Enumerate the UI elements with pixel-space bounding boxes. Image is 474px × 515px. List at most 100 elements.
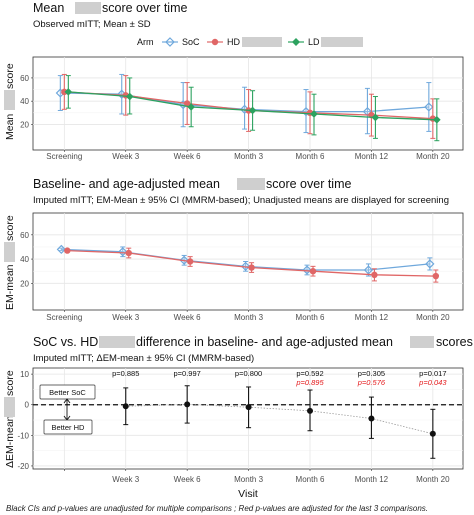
panel1-ylabel-part1: Mean (4, 114, 16, 140)
x-tick-label: Month 12 (355, 313, 389, 322)
panel3: -20 -10 0 10 Week 3 Week 6 Month 3 Month 6 Mont… (4, 367, 464, 500)
panel3-marks (33, 385, 463, 459)
p-value-label: p=0.800 (235, 369, 262, 378)
point-ld (310, 110, 318, 118)
x-tick-label: Month 3 (234, 475, 263, 484)
y-tick-label: 40 (20, 97, 29, 106)
y-tick-label: 40 (20, 255, 29, 264)
p-value-label: p=0.305 (358, 369, 385, 378)
legend-key-soc: SoC (162, 37, 200, 47)
x-tick-label: Screening (46, 313, 82, 322)
point-soc (425, 259, 435, 269)
y-tick-label: 20 (20, 120, 29, 129)
panel1-y-ticks: 20 40 60 (20, 74, 33, 129)
x-tick-label: Week 6 (174, 313, 202, 322)
p-value-label: p=0.997 (173, 369, 200, 378)
series-line-soc (60, 92, 429, 113)
y-tick-label: 0 (25, 401, 30, 410)
legend-hd-redaction (242, 37, 282, 47)
better-hd-box (43, 419, 93, 435)
panel2-marks (56, 244, 440, 283)
panel1-title-part2: score over time (102, 1, 187, 15)
panel3-x-ticks: Week 3 Week 6 Month 3 Month 6 Month 12 Month … (64, 469, 450, 484)
panel1-y-axis-label: Mean score (4, 63, 16, 140)
legend: Arm SoC HD LD (137, 37, 363, 47)
x-tick-label: Week 3 (112, 313, 140, 322)
p-value-adjusted-label: p=0.895 (295, 378, 324, 387)
point-ld (187, 103, 195, 111)
x-tick-label: Screening (46, 152, 82, 161)
panel1-ylabel-part2: score (4, 63, 16, 89)
y-tick-label: -20 (17, 462, 29, 471)
panel1-x-ticks: Screening Week 3 Week 6 Month 3 Month 6 Month… (46, 150, 450, 161)
better-hd-label: Better HD (52, 423, 86, 432)
p-value-adjusted-label: p=0.576 (357, 378, 386, 387)
point-soc (56, 244, 66, 255)
p-value-label: p=0.885 (112, 369, 139, 378)
x-tick-label: Month 3 (234, 313, 263, 322)
x-tick-label: Week 6 (174, 152, 202, 161)
diff-point (368, 415, 375, 422)
x-tick-label: Week 3 (112, 475, 140, 484)
x-tick-label: Month 20 (416, 152, 450, 161)
diff-trend-line (125, 403, 433, 435)
y-tick-label: 10 (20, 370, 29, 379)
point-hd (64, 247, 71, 254)
x-tick-label: Month 12 (355, 475, 389, 484)
point-hd (61, 88, 68, 96)
panel3-p-values: p=0.885 p=0.997 p=0.800 p=0.592 p=0.305 p=0.0… (112, 369, 447, 387)
panel3-title-part2: difference in baseline- and age-adjusted… (136, 335, 393, 349)
x-tick-label: Month 12 (355, 152, 389, 161)
point-hd (309, 268, 317, 275)
panel2-ylabel-redaction (4, 242, 15, 262)
x-tick-label: Month 6 (296, 313, 325, 322)
panel1-ylabel-redaction (4, 90, 15, 110)
panel1-marks (55, 73, 441, 142)
better-annotation: Better SoC Better HD (39, 384, 96, 435)
legend-label-ld: LD (308, 37, 320, 47)
x-tick-label: Month 20 (416, 475, 450, 484)
legend-label-soc: SoC (182, 37, 200, 47)
point-hd (371, 271, 378, 279)
point-hd (186, 258, 194, 265)
point-hd (183, 100, 191, 107)
x-tick-label: Week 6 (174, 475, 202, 484)
point-hd (248, 264, 255, 271)
x-tick-label: Month 6 (296, 475, 325, 484)
point-soc (424, 102, 434, 112)
footnote: Black CIs and p-values are unadjusted fo… (6, 504, 428, 513)
panel2-y-axis-label: EM-mean score (4, 215, 16, 310)
legend-key-hd: HD (207, 37, 282, 47)
better-soc-label: Better SoC (49, 388, 86, 397)
point-ld (433, 115, 441, 124)
panel2-title-part1: Baseline- and age-adjusted mean (33, 177, 220, 191)
x-tick-label: Month 6 (296, 152, 325, 161)
y-tick-label: 60 (20, 74, 29, 83)
p-value-label: p=0.592 (296, 369, 323, 378)
x-tick-label: Month 3 (234, 152, 263, 161)
diff-point (184, 401, 191, 408)
point-soc (302, 265, 312, 275)
point-ld (125, 92, 134, 101)
panel3-title-part3: scores (436, 335, 473, 349)
point-ld (248, 106, 257, 115)
legend-label-hd: HD (227, 37, 240, 47)
p-value-adjusted-label: p=0.043 (418, 378, 447, 387)
panel2-grid (33, 213, 463, 310)
panel2-title-part2: score over time (266, 177, 351, 191)
y-tick-label: -10 (17, 431, 29, 440)
panel2-y-ticks: 20 40 60 (20, 231, 33, 288)
panel2-title-redaction (237, 178, 265, 190)
panel2: 20 40 60 Screening Week 3 Week 6 Month 3 Month… (4, 212, 464, 322)
panel3-y-ticks: -20 -10 0 10 (17, 370, 33, 471)
panel3-title-part1: SoC vs. HD (33, 335, 98, 349)
y-tick-label: 60 (20, 231, 29, 240)
panel3-title-redaction-2 (410, 336, 434, 348)
p-value-label: p=0.017 (419, 369, 446, 378)
point-hd (125, 249, 132, 257)
panel3-subtitle: Imputed mITT; ΔEM-mean ± 95% CI (MMRM-ba… (33, 353, 254, 364)
panel3-y-axis-label: ΔEM-mean score (4, 370, 16, 468)
better-arrow-head-up (63, 398, 71, 404)
panel3-ylabel-redaction (4, 397, 15, 417)
